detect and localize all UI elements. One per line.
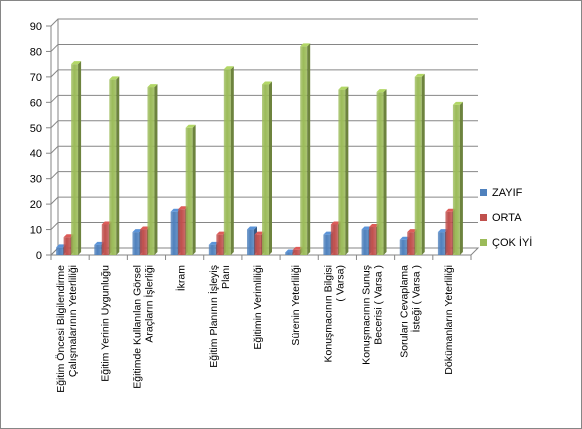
legend-label: ÇOK İYİ — [492, 236, 533, 249]
x-tick-label: Dökümanların Yeterliliği — [443, 265, 455, 375]
gridline — [50, 69, 478, 78]
y-tick-label: 10 — [30, 225, 42, 237]
bar — [147, 84, 158, 255]
x-tick-label: Eğitim Yerinin Uygunluğu — [99, 265, 111, 382]
legend: ZAYIF ORTA ÇOK İYİ — [480, 180, 532, 255]
x-tick-label: Eğitimin Verimliliği — [252, 265, 264, 350]
bar — [452, 101, 463, 255]
gridline — [50, 43, 478, 52]
y-tick-label: 80 — [30, 46, 42, 58]
bar — [376, 89, 387, 256]
bar — [185, 124, 196, 256]
legend-label: ORTA — [492, 211, 522, 224]
y-tick-label: 60 — [30, 97, 42, 109]
legend-swatch — [480, 189, 487, 196]
gridline — [50, 18, 478, 27]
legend-label: ZAYIF — [492, 186, 523, 199]
y-tick-label: 70 — [30, 72, 42, 84]
x-tick-label: Eğitim Öncesi BilgilendirmeÇalışmalarını… — [55, 265, 79, 393]
y-tick-label: 30 — [30, 174, 42, 186]
x-tick-label: Eğitimde Kullanılan GörselAraçların İşle… — [131, 265, 155, 389]
bar — [338, 86, 349, 255]
legend-item: ORTA — [480, 205, 532, 230]
bar — [262, 81, 272, 256]
legend-item: ZAYIF — [480, 180, 532, 205]
legend-item: ÇOK İYİ — [480, 230, 532, 255]
y-tick-label: 90 — [30, 21, 42, 33]
bar — [300, 43, 311, 255]
x-tick-label: Soruları Cevaplamaİsteği ( Varsa ) — [399, 265, 423, 358]
x-tick-label: Konuşmacının SunuşBecerisi ( Varsa ) — [361, 265, 385, 365]
x-tick-label: Eğitim Planının İşleyişPlanı — [207, 265, 232, 368]
y-tick-label: 0 — [36, 250, 42, 262]
legend-swatch — [480, 239, 487, 246]
legend-swatch — [480, 214, 487, 221]
y-tick-label: 40 — [30, 148, 42, 160]
bar — [414, 73, 425, 255]
bar — [223, 66, 234, 255]
y-tick-label: 50 — [30, 123, 42, 135]
bar — [71, 61, 82, 255]
y-tick-label: 20 — [30, 199, 42, 211]
x-tick-label: İkram — [175, 265, 188, 292]
x-tick-label: Konuşmacının Bilgisi( Varsa) — [322, 265, 346, 362]
bar — [109, 76, 120, 255]
x-tick-label: Sürenin Yeterliliği — [290, 265, 302, 346]
